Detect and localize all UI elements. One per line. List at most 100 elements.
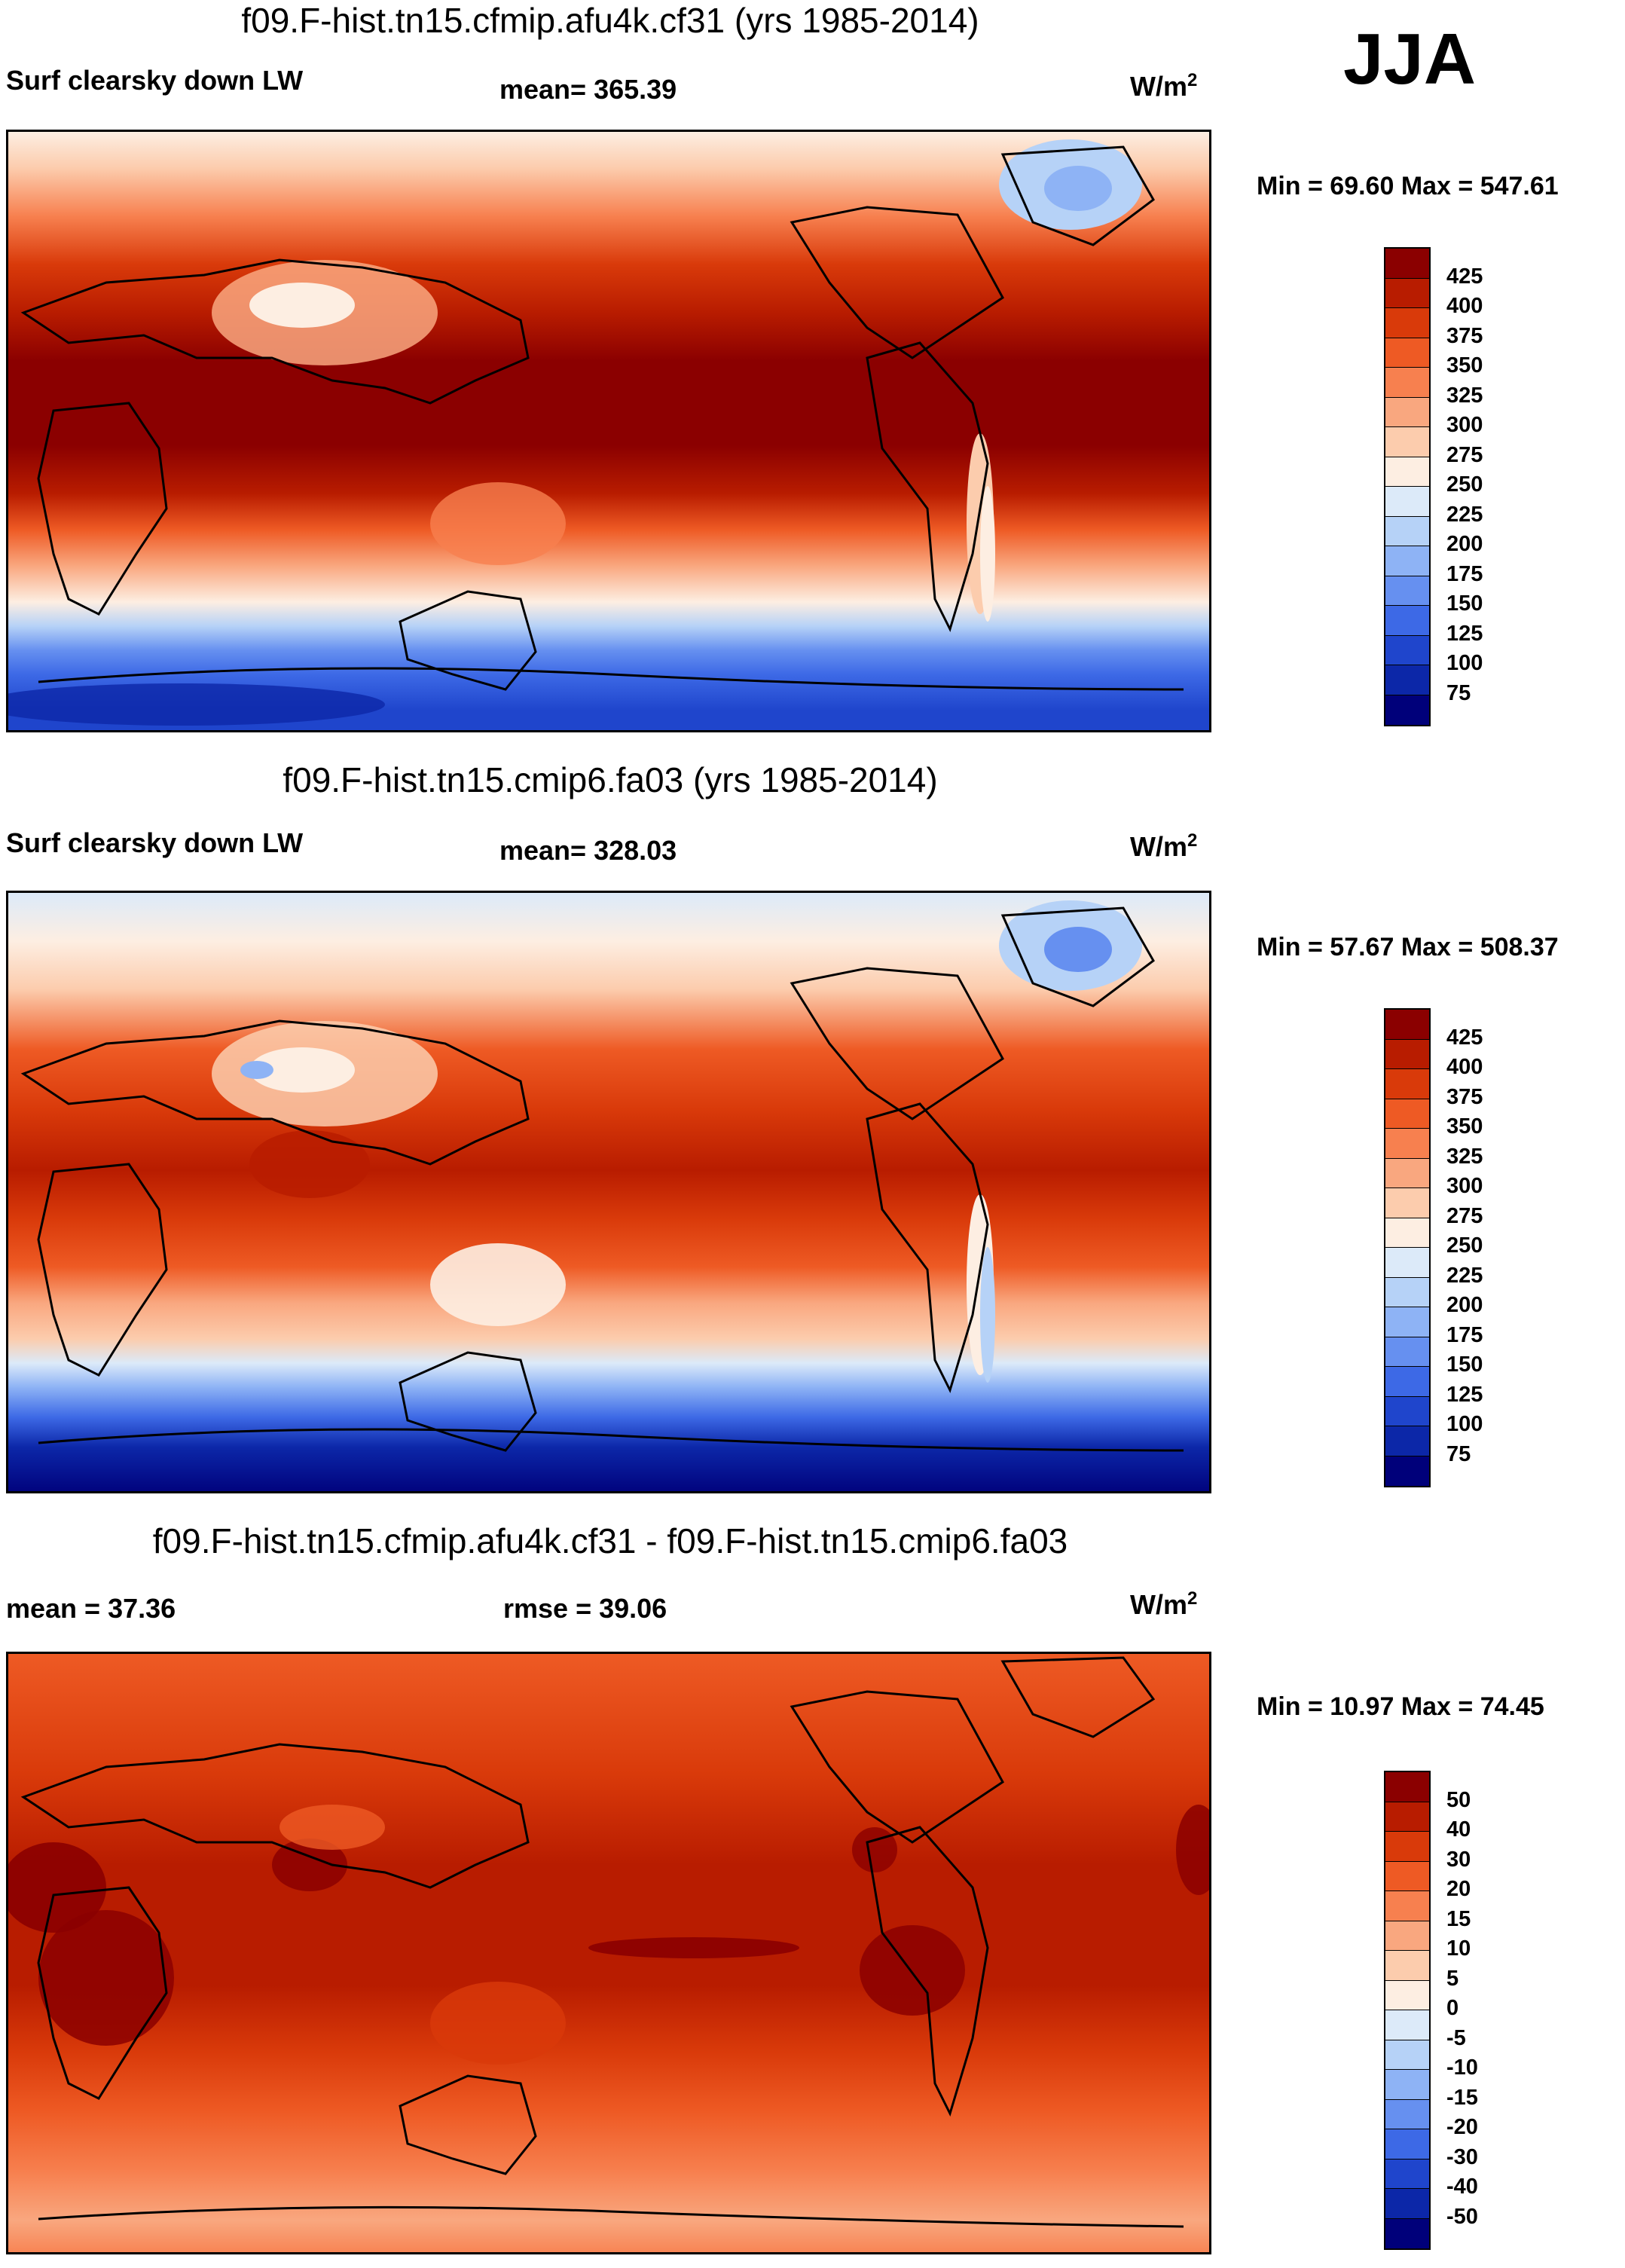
colorbar-3-segment <box>1385 2218 1429 2248</box>
colorbar-2-segment <box>1385 1248 1429 1278</box>
panel-3-mean-label: mean = 37.36 <box>6 1593 176 1624</box>
colorbar-3-segment <box>1385 2129 1429 2159</box>
colorbar-1-segment <box>1385 278 1429 308</box>
colorbar-2-tick-label: 175 <box>1446 1322 1483 1347</box>
colorbar-1-segment <box>1385 576 1429 606</box>
panel-1-variable-label: Surf clearsky down LW <box>6 65 304 96</box>
panel-3-map <box>6 1652 1211 2254</box>
panel-1-map <box>6 130 1211 732</box>
panel-1-title: f09.F-hist.tn15.cfmip.afu4k.cf31 (yrs 19… <box>241 1 979 40</box>
colorbar-1-segment <box>1385 606 1429 636</box>
colorbar-1-tick-label: 300 <box>1446 413 1483 437</box>
panel-2-minmax: Min = 57.67 Max = 508.37 <box>1257 933 1559 961</box>
colorbar-1-segment <box>1385 338 1429 368</box>
colorbar-3-tick-label: -50 <box>1446 2204 1478 2229</box>
colorbar-3-segment <box>1385 2010 1429 2040</box>
panel-1-units: W/m2 <box>1130 70 1198 102</box>
season-label: JJA <box>1343 19 1477 99</box>
colorbar-2-tick-label: 300 <box>1446 1174 1483 1198</box>
colorbar-2-segment <box>1385 1337 1429 1367</box>
colorbar-3-tick-label: 20 <box>1446 1877 1471 1901</box>
panel-2-title: f09.F-hist.tn15.cmip6.fa03 (yrs 1985-201… <box>283 760 938 799</box>
colorbar-3-tick-label: 15 <box>1446 1906 1471 1931</box>
colorbar-1-tick-label: 200 <box>1446 532 1483 556</box>
colorbar-2-segment <box>1385 1010 1429 1040</box>
colorbar-2-segment <box>1385 1426 1429 1456</box>
colorbar-1-tick-label: 75 <box>1446 680 1471 705</box>
colorbar-2-tick-label: 75 <box>1446 1441 1471 1466</box>
colorbar-2-segment <box>1385 1069 1429 1099</box>
colorbar-1-segment <box>1385 427 1429 457</box>
colorbar-2-segment <box>1385 1158 1429 1188</box>
colorbar-1-tick-label: 100 <box>1446 651 1483 675</box>
colorbar-3-tick-label: 10 <box>1446 1936 1471 1961</box>
colorbar-3-segment <box>1385 1861 1429 1891</box>
colorbar-1-segment <box>1385 695 1429 725</box>
colorbar-3-segment <box>1385 1891 1429 1921</box>
colorbar-3-segment <box>1385 2189 1429 2219</box>
colorbar-1-tick-label: 350 <box>1446 353 1483 377</box>
colorbar-2-tick-label: 200 <box>1446 1293 1483 1317</box>
colorbar-2-segment <box>1385 1099 1429 1129</box>
colorbar-3-segment <box>1385 2070 1429 2100</box>
colorbar-3-tick-label: 30 <box>1446 1847 1471 1872</box>
panel-3-map-svg <box>8 1654 1209 2252</box>
colorbar-2-tick-label: 400 <box>1446 1055 1483 1079</box>
colorbar-2-tick-label: 225 <box>1446 1263 1483 1288</box>
colorbar-1-tick-label: 225 <box>1446 502 1483 527</box>
panel-2-variable-label: Surf clearsky down LW <box>6 827 304 858</box>
colorbar-2-tick-label: 325 <box>1446 1144 1483 1169</box>
colorbar-1-tick-label: 150 <box>1446 591 1483 616</box>
colorbar-2-tick-label: 375 <box>1446 1084 1483 1109</box>
colorbar-1-tick-label: 375 <box>1446 323 1483 348</box>
colorbar-3-tick-label: -15 <box>1446 2085 1478 2110</box>
colorbar-1-segment <box>1385 308 1429 338</box>
colorbar-1-segment <box>1385 368 1429 398</box>
colorbar-1-tick-label: 325 <box>1446 383 1483 408</box>
colorbar-1-segment <box>1385 457 1429 487</box>
colorbar-3-segment <box>1385 2099 1429 2129</box>
panel-3-minmax: Min = 10.97 Max = 74.45 <box>1257 1692 1544 1721</box>
panel-2-units: W/m2 <box>1130 830 1198 862</box>
colorbar-1-segment <box>1385 635 1429 665</box>
colorbar-3-segment <box>1385 1980 1429 2010</box>
colorbar-2-segment <box>1385 1456 1429 1486</box>
colorbar-2-segment <box>1385 1218 1429 1248</box>
colorbar-3-segment <box>1385 1832 1429 1862</box>
panel-3-rmse-label: rmse = 39.06 <box>503 1593 667 1624</box>
panel-3-units: W/m2 <box>1130 1588 1198 1620</box>
panel-1-minmax: Min = 69.60 Max = 547.61 <box>1257 172 1559 200</box>
colorbar-2-tick-label: 150 <box>1446 1353 1483 1377</box>
colorbar-3-tick-label: 0 <box>1446 1996 1459 2020</box>
colorbar-2-segment <box>1385 1396 1429 1426</box>
colorbar-3-tick-label: -20 <box>1446 2115 1478 2139</box>
colorbar-3-segment <box>1385 1772 1429 1802</box>
colorbar-1-tick-label: 125 <box>1446 621 1483 646</box>
colorbar-2-segment <box>1385 1188 1429 1218</box>
colorbar-3-segment <box>1385 1951 1429 1981</box>
colorbar-3-tick-label: 5 <box>1446 1966 1459 1991</box>
colorbar-3-tick-label: 40 <box>1446 1817 1471 1842</box>
panel-1-mean-label: mean= 365.39 <box>499 74 677 105</box>
colorbar-2-tick-label: 425 <box>1446 1025 1483 1050</box>
panel-3-colorbar <box>1384 1771 1431 2250</box>
colorbar-3-segment <box>1385 2040 1429 2070</box>
panel-2-colorbar <box>1384 1008 1431 1487</box>
panel-1-colorbar <box>1384 247 1431 726</box>
colorbar-1-segment <box>1385 546 1429 576</box>
colorbar-2-segment <box>1385 1367 1429 1397</box>
colorbar-3-tick-label: -40 <box>1446 2175 1478 2199</box>
colorbar-3-tick-label: -5 <box>1446 2025 1466 2050</box>
colorbar-3-tick-label: 50 <box>1446 1787 1471 1812</box>
colorbar-2-segment <box>1385 1277 1429 1307</box>
panel-1-map-svg <box>8 132 1209 730</box>
colorbar-2-segment <box>1385 1129 1429 1159</box>
panel-2-mean-label: mean= 328.03 <box>499 835 677 866</box>
colorbar-3-tick-label: -30 <box>1446 2144 1478 2169</box>
colorbar-2-tick-label: 275 <box>1446 1203 1483 1228</box>
colorbar-1-segment <box>1385 249 1429 279</box>
colorbar-1-segment <box>1385 397 1429 427</box>
colorbar-2-tick-label: 125 <box>1446 1382 1483 1407</box>
colorbar-2-tick-label: 100 <box>1446 1412 1483 1436</box>
colorbar-3-segment <box>1385 1921 1429 1951</box>
